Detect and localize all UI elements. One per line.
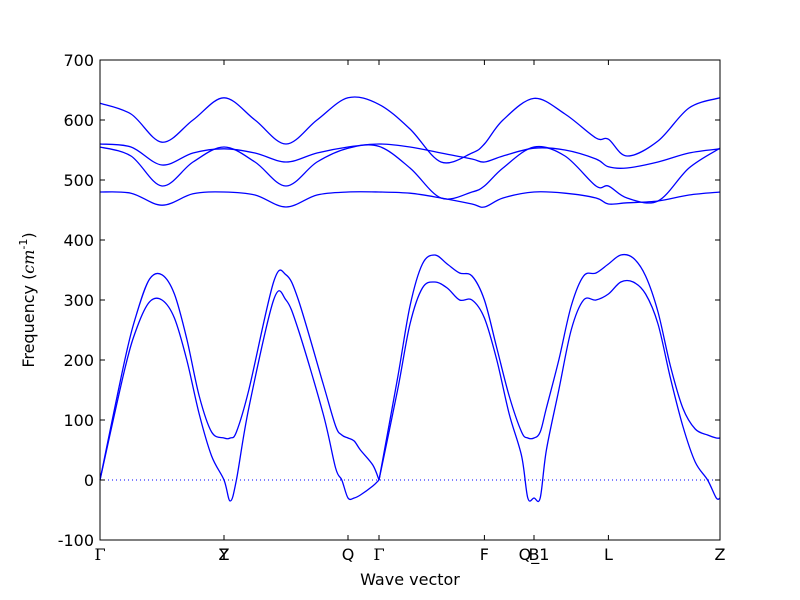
x-tick-label: Γ: [94, 545, 105, 564]
y-ticks: -100 0 100 200 300 400 500 600 700: [58, 51, 720, 550]
y-axis-label: Frequency (cm-1): [17, 232, 38, 367]
x-tick-label: Q: [342, 545, 355, 564]
branch-4: [378, 253, 721, 481]
branch-7: [99, 143, 721, 170]
x-tick-label: Y: [218, 545, 229, 564]
y-tick-label: 600: [63, 111, 94, 130]
branch-3: [378, 279, 721, 503]
y-tick-label: 700: [63, 51, 94, 70]
y-tick-label: -100: [58, 531, 94, 550]
x-tick-label: B: [529, 545, 540, 564]
branch-2: [99, 269, 380, 481]
x-tick-label: Q_1: [519, 545, 550, 565]
branch-1: [99, 290, 380, 502]
plot-background: [100, 60, 720, 540]
phonon-branches: [99, 96, 721, 503]
x-axis-label: Wave vector: [360, 570, 460, 589]
branch-8: [99, 96, 721, 164]
y-axis-label-text: Frequency (cm-1): [17, 232, 38, 367]
y-tick-label: 200: [63, 351, 94, 370]
plot-frame: [99, 59, 721, 541]
y-tick-label: 500: [63, 171, 94, 190]
y-tick-label: 400: [63, 231, 94, 250]
x-tick-label: Z: [219, 545, 230, 564]
x-tick-label: Z: [715, 545, 726, 564]
y-tick-label: 100: [63, 411, 94, 430]
y-tick-label: 0: [84, 471, 94, 490]
x-tick-label: L: [604, 545, 613, 564]
x-tick-label: Γ: [373, 545, 384, 564]
x-ticks: Γ YZ Q Γ F Q_1B L Z: [94, 60, 726, 565]
y-tick-label: 300: [63, 291, 94, 310]
x-tick-label: F: [480, 545, 489, 564]
